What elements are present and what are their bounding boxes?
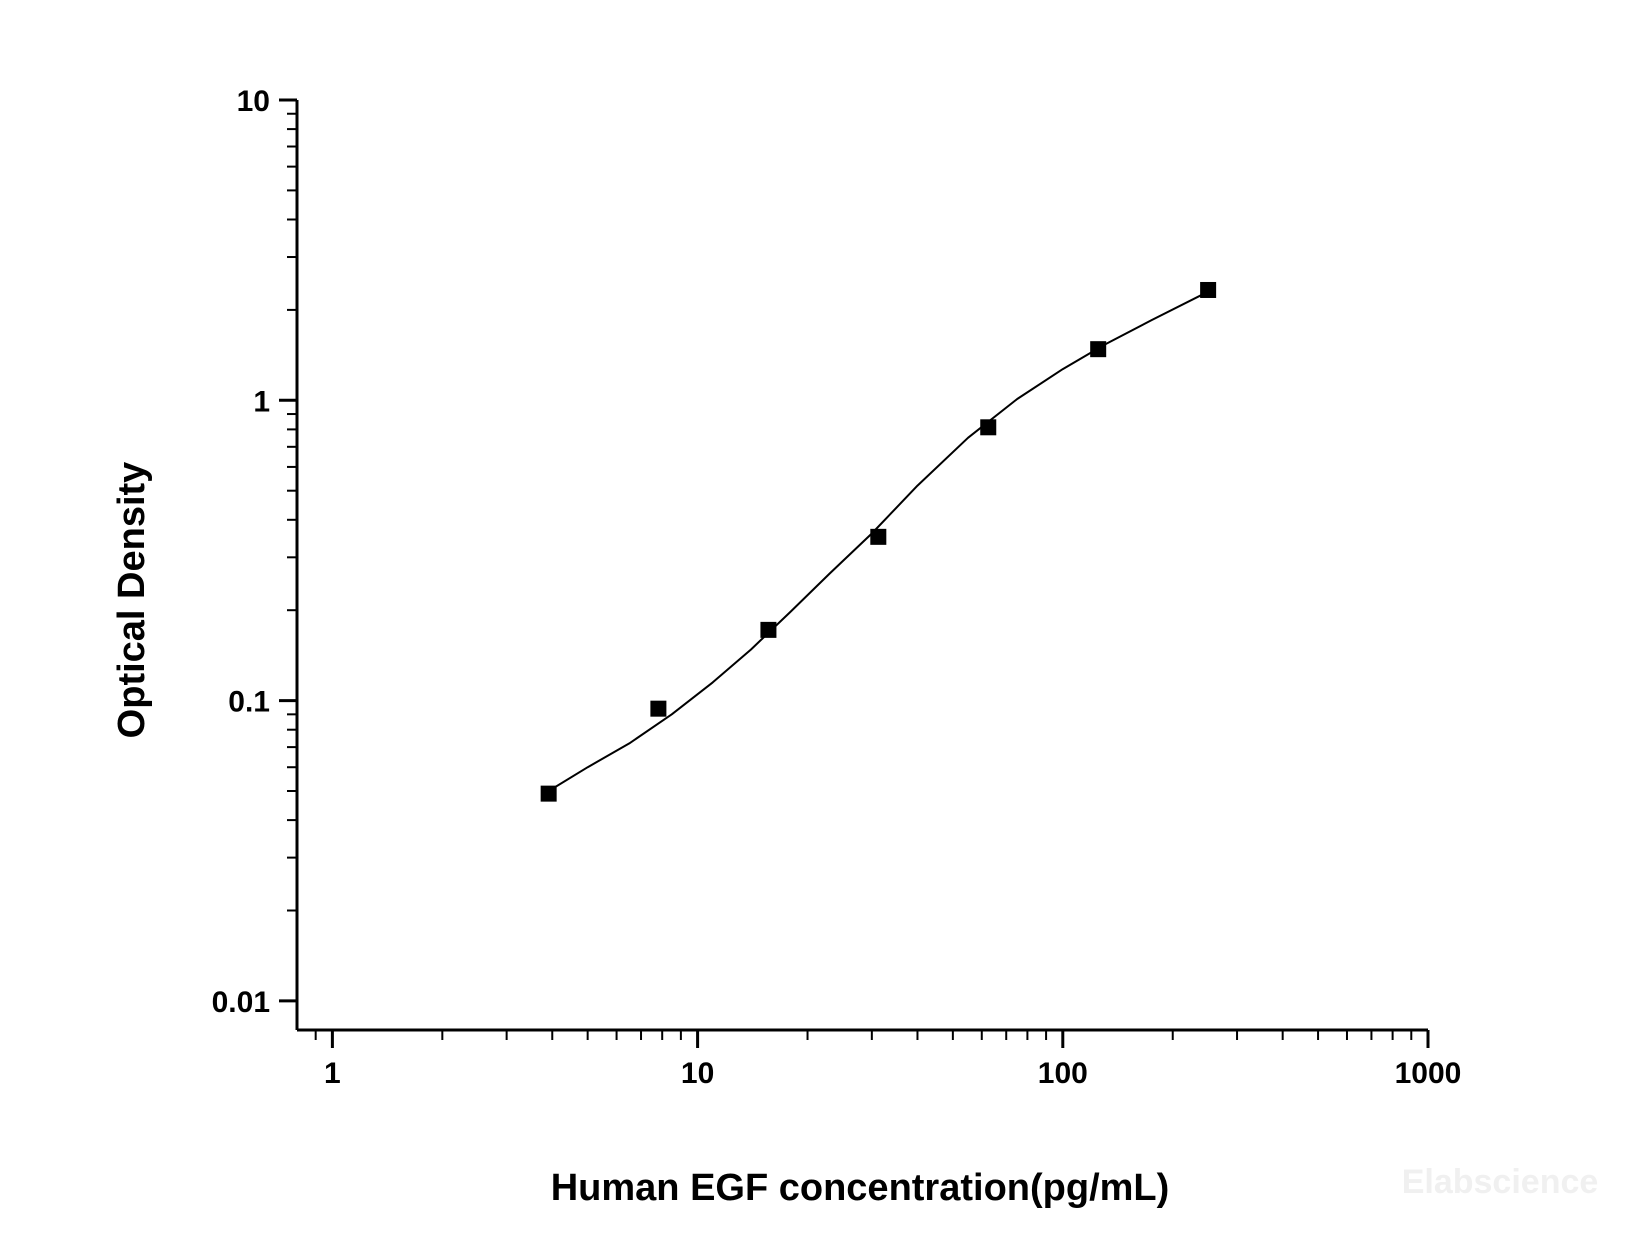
- fit-curve: [548, 290, 1209, 792]
- tick-labels: 1 10 100 1000 0.01 0.1 1 10: [212, 85, 1462, 1090]
- y-tick-label: 10: [237, 85, 270, 118]
- y-tick-label: 0.01: [212, 986, 270, 1019]
- data-points: [540, 281, 1217, 802]
- fit-curve-group: [548, 290, 1209, 792]
- data-point: [870, 528, 887, 545]
- x-tick-label: 1000: [1395, 1057, 1462, 1090]
- axis-ticks: [279, 98, 1430, 1048]
- x-axis-title: Human EGF concentration(pg/mL): [551, 1167, 1170, 1209]
- y-axis-title: Optical Density: [111, 462, 153, 739]
- y-tick-label: 1: [253, 385, 270, 418]
- data-point: [1200, 281, 1217, 298]
- axes: [295, 100, 1428, 1032]
- data-point: [650, 700, 667, 717]
- y-tick-label: 0.1: [228, 686, 270, 719]
- x-tick-label: 1: [324, 1057, 341, 1090]
- data-point: [760, 621, 777, 638]
- data-point: [980, 419, 997, 436]
- x-tick-label: 10: [681, 1057, 714, 1090]
- data-point: [1090, 341, 1107, 358]
- x-tick-label: 100: [1038, 1057, 1088, 1090]
- watermark-text: Elabscience: [1402, 1163, 1599, 1201]
- data-point: [540, 785, 557, 802]
